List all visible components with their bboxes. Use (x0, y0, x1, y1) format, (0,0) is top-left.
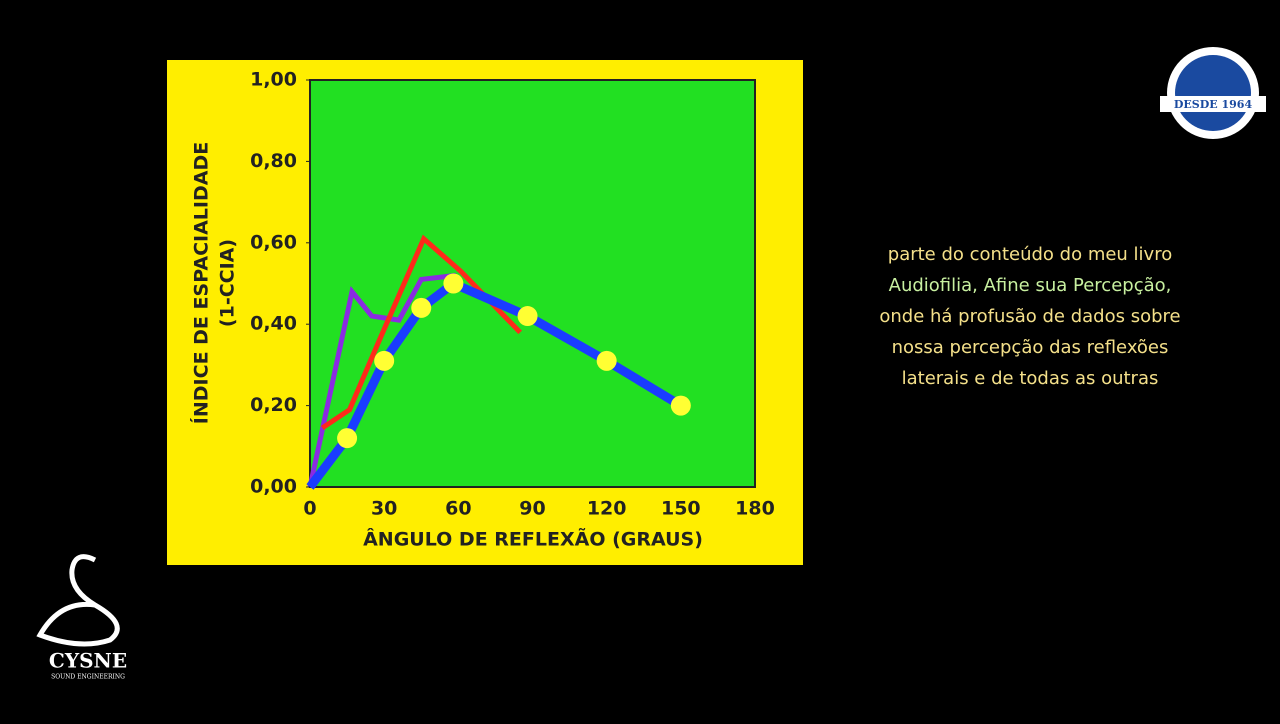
data-point (670, 395, 691, 416)
series-line (307, 272, 457, 488)
logo-name: CYSNE (49, 649, 127, 673)
logo-tagline: SOUND ENGINEERING (51, 674, 125, 681)
badge-text: DESDE 1964 (1174, 98, 1253, 111)
badge-inner (1175, 55, 1251, 131)
swan-shape (36, 554, 120, 647)
x-tick-label: 120 (587, 498, 627, 520)
data-point (411, 297, 432, 318)
x-tick-label: 90 (519, 498, 545, 520)
y-tick-label: 0,00 (250, 476, 297, 498)
data-point (443, 273, 464, 294)
badge-ribbon (1160, 96, 1266, 112)
series-line (320, 234, 522, 431)
x-axis-label: ÂNGULO DE REFLEXÃO (GRAUS) (363, 527, 703, 551)
data-point (337, 428, 358, 449)
caption: parte do conteúdo do meu livro Audiofilia… (879, 244, 1180, 389)
badge-logo: DESDE 1964 (1160, 47, 1266, 139)
data-point (517, 306, 538, 327)
plot (306, 234, 691, 490)
y-tick-label: 0,60 (250, 231, 297, 253)
caption-line: nossa percepção das reflexões (892, 337, 1169, 358)
series-line (306, 278, 684, 490)
plot-area (309, 79, 756, 488)
y-tick-label: 1,00 (250, 69, 297, 91)
x-tick-label: 30 (371, 498, 397, 520)
data-point (374, 350, 395, 371)
x-tick-label: 60 (445, 498, 471, 520)
y-tick-label: 0,40 (250, 313, 297, 335)
y-tick-label: 0,80 (250, 150, 297, 172)
y-axis-label: ÍNDICE DE ESPACIALIDADE (190, 142, 213, 424)
x-tick-label: 150 (661, 498, 701, 520)
x-tick-label: 0 (303, 498, 316, 520)
caption-line: onde há profusão de dados sobre (879, 306, 1180, 327)
y-tick-label: 0,20 (250, 394, 297, 416)
caption-line: laterais e de todas as outras (902, 368, 1159, 389)
swan-logo: CYSNE SOUND ENGINEERING (36, 554, 127, 681)
y-axis-label-2: (1-CCIA) (217, 239, 239, 327)
x-tick-label: 180 (735, 498, 775, 520)
caption-line: parte do conteúdo do meu livro (888, 244, 1172, 265)
data-point (596, 350, 617, 371)
caption-line: Audiofilia, Afine sua Percepção, (889, 275, 1172, 296)
